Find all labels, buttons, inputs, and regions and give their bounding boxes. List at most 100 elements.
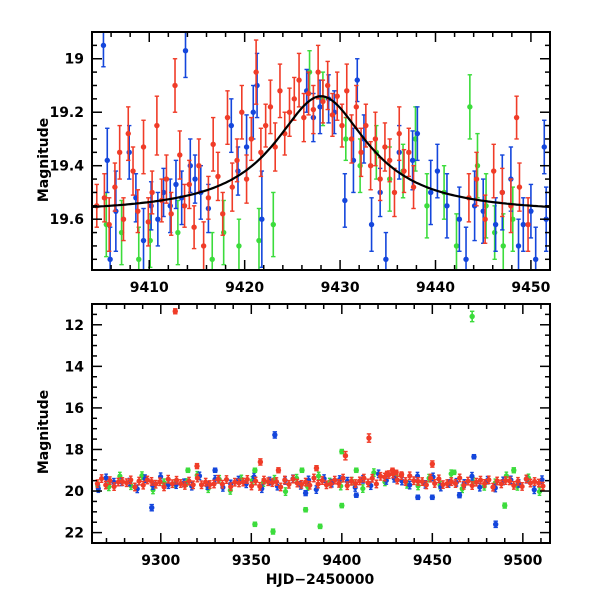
- band-point-red: [536, 478, 542, 488]
- data-point-green: [339, 502, 345, 509]
- data-point-red: [186, 159, 193, 210]
- data-point-blue: [429, 494, 436, 501]
- data-point-blue: [463, 226, 469, 270]
- band-point-red: [236, 478, 242, 488]
- data-point-red: [172, 308, 178, 315]
- x-tick-label: 9400: [322, 553, 361, 569]
- data-point-red: [372, 111, 379, 167]
- band-point-red: [215, 474, 221, 484]
- data-point-red: [234, 138, 240, 183]
- data-point-blue: [456, 492, 463, 499]
- data-point-green: [357, 138, 363, 194]
- band-point-red: [203, 477, 209, 487]
- top-y-axis-label: Magnitude: [36, 118, 52, 202]
- data-point-green: [474, 132, 481, 199]
- band-point-red: [465, 476, 471, 486]
- band-point-red: [303, 477, 309, 487]
- data-point-red: [406, 127, 412, 178]
- data-point-red: [396, 106, 402, 162]
- data-point-red: [210, 116, 216, 172]
- data-point-blue: [383, 231, 389, 270]
- data-point-red: [267, 79, 274, 135]
- top-light-curve-panel: Magnitude 9410 9420 9430 9440 9450 19 19.2 19.4…: [36, 31, 551, 296]
- data-point-blue: [259, 170, 265, 269]
- data-point-blue: [212, 467, 218, 474]
- band-point-blue: [407, 480, 413, 490]
- data-point-red: [382, 122, 388, 172]
- band-point-red: [261, 475, 267, 485]
- band-point-red: [257, 481, 263, 491]
- band-point-red: [352, 479, 359, 489]
- band-point-red: [269, 478, 275, 488]
- data-point-green: [252, 467, 258, 474]
- data-point-green: [469, 310, 475, 323]
- x-tick-label: 9500: [503, 553, 542, 569]
- data-point-red: [275, 467, 282, 474]
- band-point-red: [136, 476, 142, 486]
- data-point-red: [353, 84, 360, 129]
- band-point-red: [369, 473, 375, 483]
- data-point-red: [324, 60, 331, 111]
- data-point-red: [215, 151, 221, 202]
- x-tick-label: 9450: [511, 280, 550, 296]
- data-point-blue: [428, 159, 434, 226]
- bottom-light-curve-panel: Magnitude HJD−2450000 9300 9350 9400 9450 95…: [36, 303, 551, 588]
- data-point-red: [391, 167, 398, 218]
- band-point-red: [157, 477, 163, 487]
- band-point-red: [469, 481, 475, 490]
- x-tick-label: 9410: [130, 280, 169, 296]
- data-point-green: [339, 448, 345, 455]
- band-point-red: [248, 481, 255, 491]
- band-point-red: [461, 480, 467, 490]
- data-point-red: [181, 183, 188, 228]
- data-point-blue: [532, 226, 539, 270]
- data-point-blue: [107, 226, 113, 270]
- data-point-blue: [254, 52, 260, 119]
- band-point-red: [494, 476, 500, 486]
- band-point-green: [282, 487, 289, 497]
- data-point-red: [499, 167, 505, 218]
- data-point-blue: [302, 489, 309, 497]
- band-point-red: [361, 473, 367, 483]
- data-point-green: [270, 191, 276, 258]
- y-tick-label: 18: [65, 442, 84, 458]
- band-point-red: [103, 480, 109, 490]
- band-point-red: [486, 475, 492, 485]
- data-point-red: [387, 138, 393, 183]
- band-point-red: [427, 473, 434, 483]
- top-model-curve: [92, 95, 550, 208]
- band-point-red: [373, 479, 379, 489]
- data-point-red: [112, 162, 118, 212]
- data-point-red: [384, 470, 390, 477]
- band-point-red: [298, 479, 305, 489]
- band-point-red: [407, 471, 413, 481]
- band-point-red: [519, 482, 525, 491]
- data-point-red: [257, 458, 264, 466]
- y-tick-label: 19.4: [49, 159, 84, 175]
- data-point-red: [377, 156, 383, 202]
- data-point-red: [366, 433, 372, 443]
- band-point-red: [144, 475, 150, 485]
- data-point-blue: [353, 492, 360, 498]
- data-point-red: [313, 464, 320, 472]
- data-point-red: [516, 162, 523, 212]
- band-point-red: [336, 478, 342, 488]
- data-point-blue: [415, 494, 421, 501]
- data-point-green: [353, 467, 360, 474]
- band-point-red: [415, 476, 421, 486]
- data-point-red: [163, 154, 170, 204]
- data-point-red: [367, 140, 374, 191]
- y-tick-label: 14: [65, 359, 85, 375]
- y-tick-label: 12: [65, 318, 84, 334]
- data-point-red: [310, 84, 317, 135]
- data-point-red: [401, 148, 407, 194]
- y-tick-label: 19.2: [49, 105, 84, 121]
- band-point-red: [319, 476, 325, 485]
- band-point-red: [290, 474, 296, 484]
- band-point-red: [265, 477, 271, 487]
- band-point-red: [457, 473, 463, 483]
- data-point-red: [253, 39, 259, 105]
- bottom-tick-labels: 9300 9350 9400 9450 9500 12 14 16 18 20 22: [65, 318, 543, 569]
- data-point-red: [130, 146, 136, 196]
